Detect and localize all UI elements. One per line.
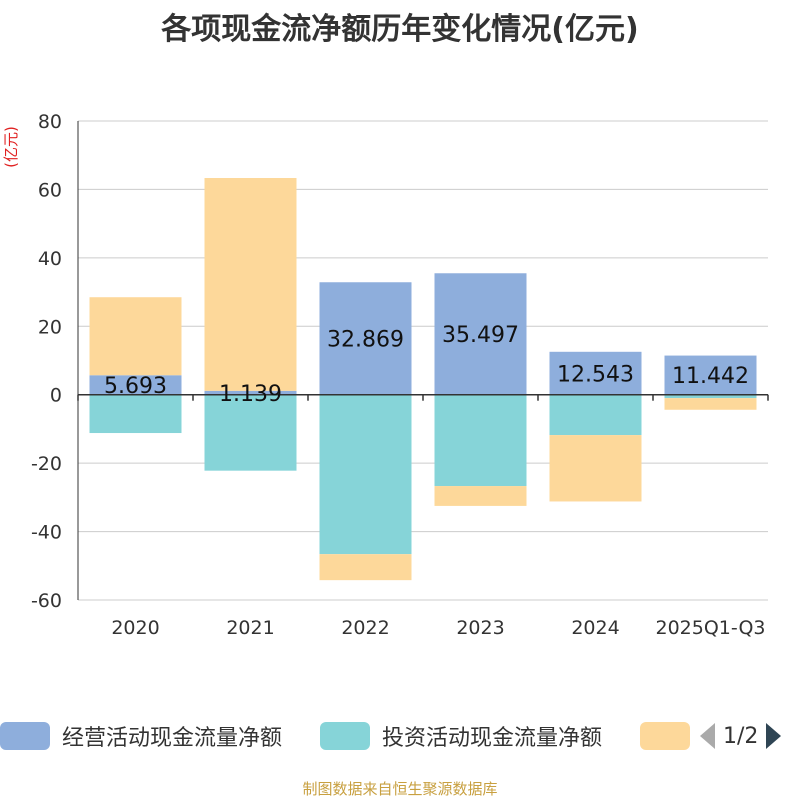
y-tick-label: 40 [38,248,62,270]
bar-operating-2025Q1-Q3 [664,355,757,395]
bar-investing-2021 [204,394,297,471]
bar-operating-2020 [89,375,182,395]
bar-operating-2023 [434,273,527,395]
bar-financing-2020 [89,297,182,376]
data-label-2023: 35.497 [442,323,519,348]
legend-pager: 1/2 [700,716,782,756]
bar-investing-2024 [549,394,642,436]
y-tick-label: 0 [50,385,62,407]
chart-title: 各项现金流净额历年变化情况(亿元) [161,12,639,47]
data-label-2024: 12.543 [557,362,634,387]
bar-investing-2025Q1-Q3 [664,394,757,399]
legend-swatch-operating [0,722,50,750]
legend-page-indicator: 1/2 [723,723,759,749]
data-label-2020: 5.693 [104,374,167,399]
legend-next-arrow-icon[interactable] [766,723,782,749]
y-tick-label: -40 [31,522,62,544]
data-label-2022: 32.869 [327,327,404,352]
bar-operating-2021 [204,390,297,395]
x-tick-label: 2025Q1-Q3 [656,617,766,639]
bar-financing-2023 [434,486,527,506]
bar-financing-2022 [319,554,412,581]
legend-swatch-investing [320,722,370,750]
y-tick-label: 60 [38,179,62,201]
legend-label-operating: 经营活动现金流量净额 [62,726,283,751]
y-tick-label: -20 [31,453,62,475]
y-tick-label: 80 [38,111,62,133]
bar-investing-2022 [319,394,412,555]
bar-investing-2020 [89,394,182,434]
legend-swatch-financing [640,722,690,750]
data-label-2025Q1-Q3: 11.442 [672,364,749,389]
legend-item-financing[interactable] [640,716,702,756]
legend-item-investing[interactable]: 投资活动现金流量净额 [320,716,602,756]
bar-financing-2024 [549,435,642,502]
x-tick-label: 2021 [226,617,274,639]
y-tick-label: 20 [38,316,62,338]
x-tick-label: 2024 [571,617,619,639]
legend-item-operating[interactable]: 经营活动现金流量净额 [0,716,282,756]
y-tick-label: -60 [31,590,62,612]
bar-financing-2021 [204,178,297,391]
data-label-2021: 1.139 [219,382,282,407]
y-axis-unit-label: (亿元) [2,126,20,168]
legend-label-investing: 投资活动现金流量净额 [382,726,603,751]
bar-investing-2023 [434,394,527,487]
legend: 经营活动现金流量净额 投资活动现金流量净额 1/2 [0,716,800,756]
x-tick-label: 2022 [341,617,389,639]
data-source-note: 制图数据来自恒生聚源数据库 [302,780,498,798]
x-tick-label: 2023 [456,617,504,639]
bar-financing-2025Q1-Q3 [664,398,757,410]
bar-operating-2022 [319,282,412,395]
legend-prev-arrow-icon[interactable] [700,723,715,749]
x-tick-label: 2020 [111,617,159,639]
bar-operating-2024 [549,351,642,395]
